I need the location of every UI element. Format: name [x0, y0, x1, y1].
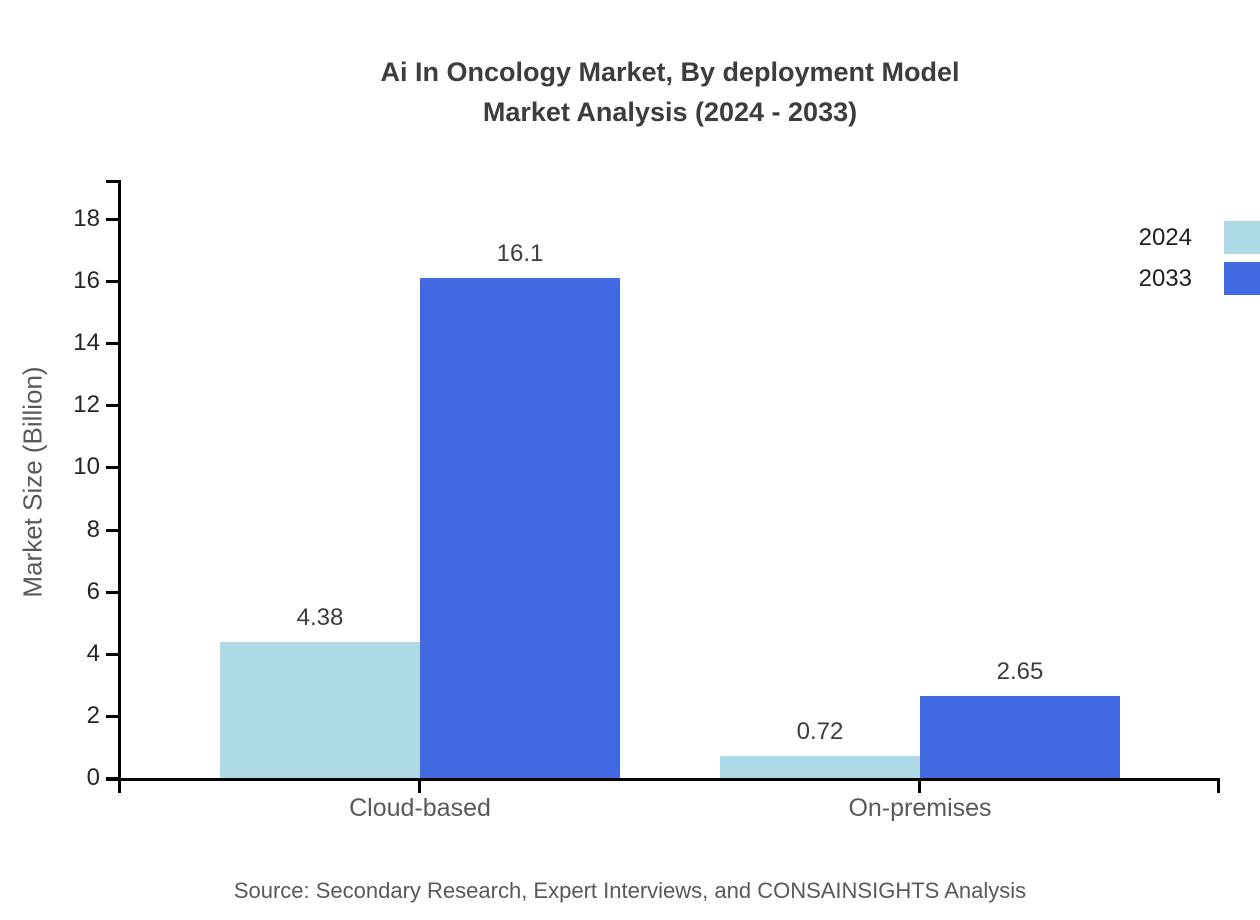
bar-value-label: 4.38 — [296, 603, 344, 631]
bar-value-label: 0.72 — [796, 717, 844, 745]
y-tick-mark — [106, 342, 118, 346]
y-axis-line — [118, 180, 121, 793]
legend-label-2033: 2033 — [1138, 265, 1192, 292]
bar-2024-Cloud-based — [220, 641, 420, 778]
source-note: Source: Secondary Research, Expert Inter… — [233, 878, 1027, 903]
category-label: On-premises — [848, 794, 992, 822]
x-tick-mark — [418, 778, 421, 793]
y-tick-label: 16 — [73, 267, 100, 295]
bar-value-label: 2.65 — [996, 657, 1044, 685]
chart-title-line2: Market Analysis (2024 - 2033) — [482, 97, 858, 127]
y-tick-mark — [106, 280, 118, 284]
y-tick-label: 0 — [86, 764, 100, 791]
category-label: Cloud-based — [349, 794, 491, 822]
y-tick-label: 10 — [73, 453, 100, 481]
y-tick-mark — [106, 714, 118, 718]
y-tick-mark — [106, 777, 118, 780]
bar-2033-On-premises — [920, 695, 1120, 778]
y-tick-label: 14 — [73, 329, 100, 357]
y-tick-mark — [106, 218, 118, 221]
bar-value-label: 16.1 — [496, 240, 544, 267]
y-tick-label: 18 — [73, 205, 100, 232]
chart-title: Ai In Oncology Market, By deployment Mod… — [80, 52, 1260, 132]
y-axis-top-cap — [106, 180, 121, 183]
y-tick-mark — [106, 528, 118, 532]
bar-2033-Cloud-based — [420, 278, 620, 778]
y-tick-mark — [106, 652, 118, 656]
bar-2024-On-premises — [720, 755, 920, 778]
y-tick-label: 4 — [86, 639, 100, 667]
legend-swatch-2024 — [1224, 221, 1260, 254]
chart-title-line1: Ai In Oncology Market, By deployment Mod… — [380, 57, 960, 87]
y-tick-label: 8 — [86, 515, 100, 543]
y-tick-mark — [106, 466, 118, 470]
y-tick-mark — [106, 404, 118, 408]
x-axis-line — [106, 778, 1220, 781]
y-tick-label: 2 — [86, 701, 100, 729]
y-tick-label: 12 — [73, 391, 100, 419]
y-tick-mark — [106, 590, 118, 594]
legend-swatch-2033 — [1224, 262, 1260, 295]
x-tick-mark — [918, 778, 921, 793]
y-tick-label: 6 — [86, 577, 100, 605]
legend-label-2024: 2024 — [1138, 224, 1192, 251]
x-axis-end-cap — [1217, 778, 1220, 793]
